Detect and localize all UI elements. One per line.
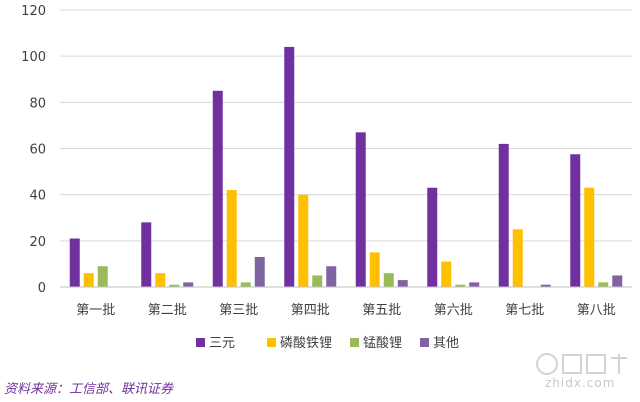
bar (69, 238, 80, 287)
bar (97, 266, 108, 287)
bar (397, 280, 408, 287)
bar (312, 275, 323, 287)
y-axis-ticks: 0 20 40 60 80 100 120 (21, 4, 46, 296)
bar (155, 273, 166, 287)
bar (298, 194, 309, 287)
y-tick-label: 20 (29, 235, 46, 250)
bar (212, 90, 223, 288)
bar (83, 273, 94, 287)
bar (570, 154, 581, 287)
x-category-label: 第七批 (505, 303, 544, 318)
x-category-label: 第四批 (291, 303, 330, 318)
bar (369, 252, 380, 287)
bar (584, 187, 595, 287)
bar (226, 190, 237, 287)
bar (169, 284, 180, 287)
watermark: zhidx.com (533, 350, 633, 394)
gridlines (60, 9, 632, 242)
bar-chart: 0 20 40 60 80 100 120 第一批 第二批 第三批 第四批 第五批 第六批 第七批 第八批… (21, 4, 632, 351)
bar (427, 187, 438, 287)
bar (598, 282, 609, 287)
legend-swatch (267, 338, 276, 347)
bar (240, 282, 251, 287)
y-tick-label: 40 (29, 189, 46, 204)
legend-label: 三元 (209, 336, 235, 351)
legend-swatch (350, 338, 359, 347)
legend-label: 其他 (433, 336, 459, 351)
bar (326, 266, 337, 287)
bar (512, 229, 523, 287)
legend-label: 锰酸锂 (363, 336, 402, 351)
x-category-label: 第八批 (577, 303, 616, 318)
bar (612, 275, 623, 287)
source-note: 资料来源：工信部、联讯证券 (4, 382, 174, 397)
legend-swatch (420, 338, 429, 347)
y-tick-label: 80 (29, 96, 46, 111)
bars (69, 46, 623, 288)
bar (441, 261, 452, 287)
zhidx-logo-icon (536, 353, 627, 375)
x-category-label: 第六批 (434, 303, 473, 318)
watermark-text: zhidx.com (545, 376, 616, 390)
y-tick-label: 100 (21, 50, 46, 65)
legend: 三元 磷酸铁锂 锰酸锂 其他 (196, 336, 459, 351)
bar (183, 282, 194, 287)
y-tick-label: 120 (21, 4, 46, 19)
bar (540, 284, 551, 287)
bar (141, 222, 152, 287)
x-category-label: 第五批 (362, 303, 401, 318)
y-tick-label: 0 (38, 281, 46, 296)
bar (355, 132, 366, 287)
legend-label: 磷酸铁锂 (280, 336, 332, 351)
bar (455, 284, 466, 287)
bar (284, 46, 295, 287)
bar (469, 282, 480, 287)
bar (383, 273, 394, 287)
x-category-label: 第一批 (76, 303, 115, 318)
y-tick-label: 60 (29, 143, 46, 158)
x-axis-categories: 第一批 第二批 第三批 第四批 第五批 第六批 第七批 第八批 (76, 303, 616, 318)
x-category-label: 第三批 (219, 303, 258, 318)
bar (254, 256, 265, 287)
bar (498, 143, 509, 287)
x-category-label: 第二批 (148, 303, 187, 318)
legend-swatch (196, 338, 205, 347)
